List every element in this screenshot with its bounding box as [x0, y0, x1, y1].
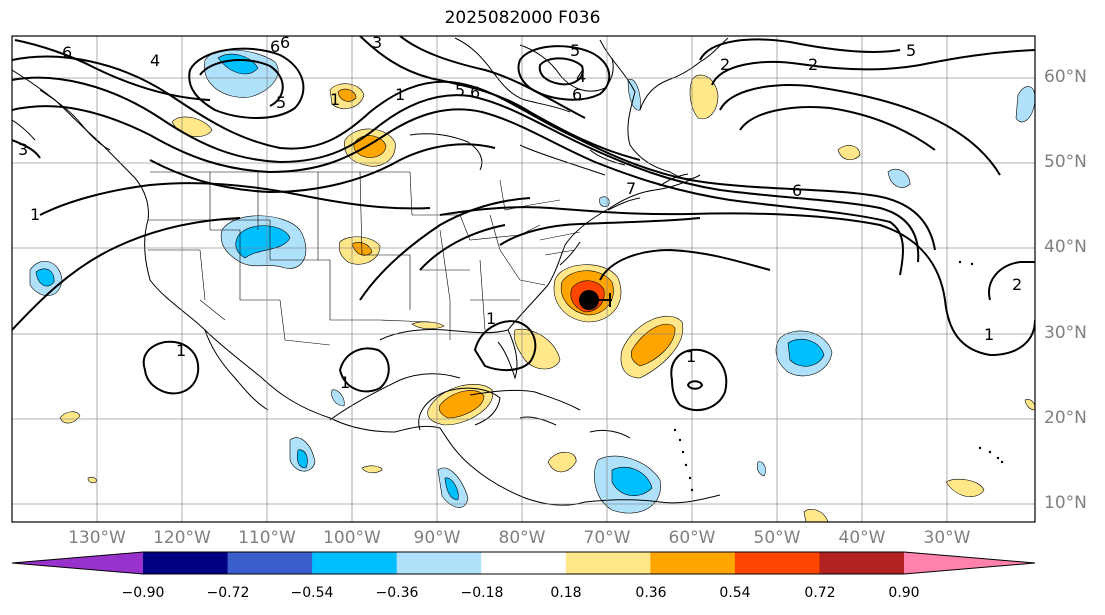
lat-label-60n: 60°N: [1044, 67, 1087, 87]
colorbar-segment: [143, 552, 229, 574]
lon-label-40w: 40°W: [838, 528, 886, 548]
lon-label-50w: 50°W: [753, 528, 801, 548]
colorbar-tick-label: 0.18: [550, 585, 582, 601]
contour-label: 1: [340, 373, 350, 392]
lon-label-90w: 90°W: [413, 528, 461, 548]
contour-label: 1: [984, 325, 994, 344]
colorbar-segment: [819, 552, 905, 574]
contour-label: 5: [906, 41, 916, 60]
lat-label-50n: 50°N: [1044, 152, 1087, 172]
contour-label: 2: [1012, 275, 1022, 294]
colorbar-segment: [565, 552, 651, 574]
contour-label: 6: [792, 181, 802, 200]
colorbar-segment: [650, 552, 736, 574]
contour-label: 1: [330, 90, 340, 109]
contour-label: 7: [626, 179, 636, 198]
colorbar-tick-label: −0.72: [206, 585, 250, 601]
contour-label: 1: [395, 85, 405, 104]
colorbar-segment: [734, 552, 820, 574]
contour-label: 6: [270, 37, 280, 56]
state-borders: [148, 171, 581, 346]
colorbar-tick-label: 0.36: [635, 585, 667, 601]
contour-label: 6: [62, 43, 72, 62]
contour-label: 2: [808, 55, 818, 74]
map-frame: [11, 35, 1036, 523]
contour-label: 6: [572, 85, 582, 104]
island-dots: [673, 260, 1004, 492]
contour-label: 1: [30, 205, 40, 224]
contour-label: 4: [576, 67, 586, 86]
storm-center-marker: [579, 290, 612, 310]
lon-label-100w: 100°W: [323, 528, 381, 548]
lat-label-40n: 40°N: [1044, 237, 1087, 257]
contour-label: 3: [372, 33, 382, 52]
lon-label-80w: 80°W: [498, 528, 546, 548]
colorbar-tick-label: 0.54: [719, 585, 751, 601]
contour-label: 6: [470, 83, 480, 102]
lon-label-70w: 70°W: [583, 528, 631, 548]
contour-label-group: 6 6 4 3 1 5 6 4 5 6 1 3 1 2 5 6 7 1 2 5 …: [18, 33, 1022, 392]
lon-label-30w: 30°W: [923, 528, 971, 548]
lat-label-30n: 30°N: [1044, 323, 1087, 343]
lat-label-20n: 20°N: [1044, 408, 1087, 428]
colorbar-extend-max: [904, 552, 1035, 574]
weather-map: 6 6 4 3 1 5 6 4 5 6 1 3 1 2 5 6 7 1 2 5 …: [11, 33, 1036, 523]
colorbar-tick-label: −0.90: [121, 585, 165, 601]
contour-label: 1: [686, 347, 696, 366]
lat-label-10n: 10°N: [1044, 493, 1087, 513]
contour-label: 1: [486, 309, 496, 328]
contour-label: 3: [18, 140, 28, 159]
colorbar-segments: [11, 551, 1036, 575]
colorbar-segment: [312, 552, 398, 574]
map-title: 2025082000 F036: [444, 8, 601, 28]
contour-label: 5: [570, 41, 580, 60]
contour-label: 5: [455, 81, 465, 100]
colorbar-outline: [11, 551, 1036, 575]
colorbar-tick-label: −0.18: [460, 585, 504, 601]
lon-label-120w: 120°W: [153, 528, 211, 548]
graticule: [12, 36, 1035, 522]
contour-label: 5: [276, 93, 286, 112]
colorbar-segment: [396, 552, 482, 574]
colorbar-tick-label: −0.54: [290, 585, 334, 601]
contour-label: 2: [720, 55, 730, 74]
lon-label-60w: 60°W: [668, 528, 716, 548]
contour-lines: [12, 36, 1035, 412]
coastlines: [12, 37, 729, 506]
colorbar-segment: [481, 552, 567, 574]
colorbar: [11, 551, 1036, 575]
colorbar-extend-min: [12, 552, 143, 574]
colorbar-segment: [227, 552, 313, 574]
contour-label: 4: [150, 51, 160, 70]
colorbar-tick-label: 0.72: [804, 585, 836, 601]
lon-label-110w: 110°W: [238, 528, 296, 548]
contour-label: 1: [176, 341, 186, 360]
colorbar-tick-label: 0.90: [888, 585, 920, 601]
lon-label-130w: 130°W: [68, 528, 126, 548]
contour-label: 6: [280, 33, 290, 52]
colorbar-tick-label: −0.36: [375, 585, 419, 601]
